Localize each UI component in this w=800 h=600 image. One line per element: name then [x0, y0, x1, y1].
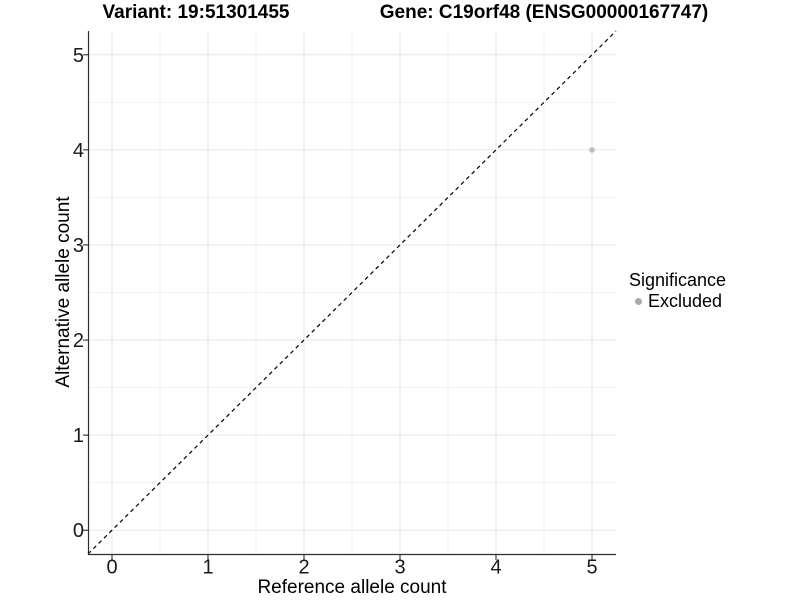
y-axis-title: Alternative allele count: [53, 196, 74, 388]
y-tick-label: 3: [73, 235, 84, 257]
y-tick-label: 0: [73, 520, 84, 542]
y-tick-label: 5: [73, 45, 84, 67]
x-tick-label: 5: [586, 557, 597, 579]
y-tick-label: 4: [73, 140, 84, 162]
plot-title-gene: Gene: C19orf48 (ENSG00000167747): [379, 2, 709, 23]
identity-dashed-line: [87, 30, 617, 555]
x-tick-label: 0: [106, 557, 117, 579]
data-point-excluded: [589, 147, 595, 153]
y-tick-label: 1: [73, 425, 84, 447]
x-tick-label: 3: [394, 557, 405, 579]
y-tick-label: 2: [73, 330, 84, 352]
x-tick-label: 4: [490, 557, 501, 579]
x-tick-label: 2: [298, 557, 309, 579]
legend-item-excluded: Excluded: [629, 291, 726, 312]
legend-title: Significance: [629, 270, 727, 290]
excluded-point-icon: [635, 298, 642, 305]
legend-item-label: Excluded: [648, 291, 723, 311]
plot-title-variant: Variant: 19:51301455: [102, 2, 290, 23]
legend: Significance Excluded: [629, 270, 726, 312]
x-axis-title: Reference allele count: [257, 577, 447, 598]
x-tick-label: 1: [202, 557, 213, 579]
